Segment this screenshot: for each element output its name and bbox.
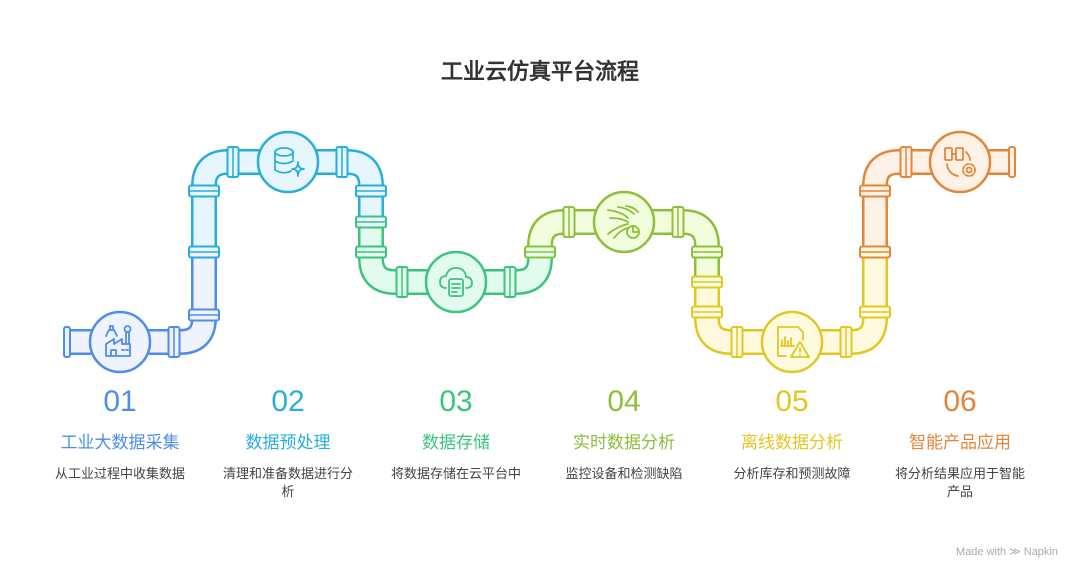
diagram-title: 工业云仿真平台流程 — [440, 60, 639, 85]
pipe-coupling — [503, 266, 517, 298]
pipe-coupling — [691, 245, 723, 259]
step-number: 05 — [775, 385, 809, 418]
step-description: 清理和准备数据进行分析 — [222, 467, 353, 500]
pipe-coupling — [691, 305, 723, 319]
step-title: 离线数据分析 — [741, 433, 843, 453]
step-description: 从工业过程中收集数据 — [54, 467, 185, 482]
pipe-coupling — [188, 245, 220, 259]
pipe-coupling — [859, 305, 891, 319]
step-3: 03 数据存储 将数据存储在云平台中 — [376, 384, 536, 484]
data-stream-chart-icon — [607, 205, 640, 239]
pipe-coupling — [335, 146, 349, 178]
step-description: 将数据存储在云平台中 — [390, 467, 521, 482]
step-node-5 — [760, 310, 824, 374]
cloud-document-icon — [439, 267, 473, 297]
step-title: 工业大数据采集 — [60, 433, 180, 453]
step-1: 01 工业大数据采集 从工业过程中收集数据 — [40, 384, 200, 484]
step-number: 02 — [271, 385, 305, 418]
pipe-coupling — [226, 146, 240, 178]
pipe-coupling — [167, 326, 181, 358]
step-node-6 — [928, 130, 992, 194]
step-number: 04 — [607, 385, 641, 418]
pipe-coupling — [562, 206, 576, 238]
step-title: 数据存储 — [422, 433, 490, 453]
step-node-4 — [592, 190, 656, 254]
step-description: 将分析结果应用于智能产品 — [894, 467, 1025, 500]
pipe-coupling — [188, 184, 220, 198]
pipe-coupling — [899, 146, 913, 178]
pipe-coupling — [188, 308, 220, 322]
pipe-coupling — [395, 266, 409, 298]
step-node-3 — [424, 250, 488, 314]
step-6: 06 智能产品应用 将分析结果应用于智能产品 — [880, 384, 1040, 502]
pipe-coupling — [1008, 146, 1016, 178]
step-title: 实时数据分析 — [573, 433, 675, 453]
step-number: 01 — [103, 385, 137, 418]
napkin-watermark: Made with ≫ Napkin — [955, 546, 1058, 558]
step-node-2 — [256, 130, 320, 194]
pipe-coupling — [355, 245, 387, 259]
pipe-coupling — [859, 184, 891, 198]
step-5: 05 离线数据分析 分析库存和预测故障 — [712, 384, 872, 484]
step-title: 智能产品应用 — [909, 433, 1011, 453]
pipe-coupling — [355, 184, 387, 198]
pipe-coupling — [730, 326, 744, 358]
step-title: 数据预处理 — [245, 433, 331, 453]
step-number: 03 — [439, 385, 473, 418]
step-2: 02 数据预处理 清理和准备数据进行分析 — [208, 384, 368, 502]
report-warning-icon — [777, 326, 810, 358]
factory-robot-arm-icon — [105, 325, 132, 357]
database-sparkle-icon — [274, 147, 305, 177]
step-node-1 — [88, 310, 152, 374]
step-description: 分析库存和预测故障 — [733, 467, 851, 482]
pipe-coupling — [355, 215, 387, 229]
pipe-coupling — [671, 206, 685, 238]
step-description: 监控设备和检测缺陷 — [565, 467, 683, 482]
step-number: 06 — [943, 385, 977, 418]
pipe-coupling — [63, 326, 71, 358]
pipe-coupling — [524, 245, 556, 259]
pipe-coupling — [691, 275, 723, 289]
devices-gear-icon — [944, 147, 976, 177]
pipe-coupling — [859, 245, 891, 259]
pipe-coupling — [839, 326, 853, 358]
step-4: 04 实时数据分析 监控设备和检测缺陷 — [544, 384, 704, 484]
